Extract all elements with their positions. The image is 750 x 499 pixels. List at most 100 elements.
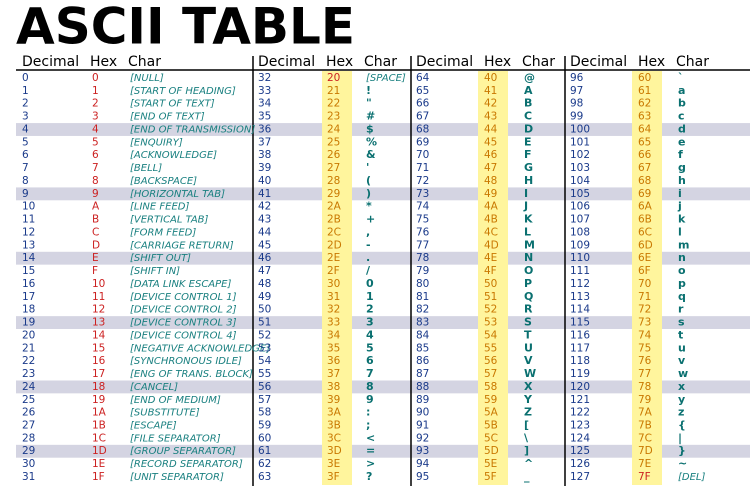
hex: 30 — [327, 278, 340, 290]
char: ; — [366, 418, 370, 431]
char: ^ — [524, 457, 533, 470]
hex: 27 — [327, 162, 340, 174]
decimal: 20 — [22, 329, 35, 341]
decimal: 19 — [22, 317, 35, 329]
char: f — [678, 148, 683, 161]
decimal: 74 — [416, 201, 430, 213]
char: I — [524, 187, 528, 200]
hex: 7 — [92, 162, 99, 174]
hex: 6C — [638, 226, 652, 238]
char: , — [366, 225, 370, 238]
char: b — [678, 97, 686, 110]
hex: 20 — [327, 72, 340, 84]
title: ASCII TABLE — [16, 0, 355, 56]
decimal: 29 — [22, 445, 35, 457]
hex: 66 — [638, 149, 652, 161]
char: F — [524, 148, 532, 161]
hex: 7D — [638, 445, 653, 457]
char: S — [524, 316, 532, 329]
decimal: 31 — [22, 471, 35, 483]
hex: 45 — [484, 136, 497, 148]
decimal: 89 — [416, 394, 429, 406]
decimal: 50 — [258, 304, 271, 316]
decimal: 10 — [22, 201, 35, 213]
char: { — [678, 418, 686, 431]
hex: C — [92, 226, 99, 238]
hex: 5F — [484, 471, 497, 483]
hex: 24 — [327, 123, 341, 135]
hex: 12 — [92, 304, 105, 316]
decimal: 24 — [22, 381, 36, 393]
char: = — [366, 444, 375, 457]
column-header: Hex — [484, 54, 511, 70]
char: [ESCAPE] — [130, 420, 177, 431]
hex: 3 — [92, 111, 99, 123]
hex: 47 — [484, 162, 497, 174]
row-highlight — [16, 187, 750, 201]
hex: 7A — [638, 407, 653, 419]
decimal: 86 — [416, 355, 430, 367]
decimal: 26 — [22, 407, 36, 419]
hex: 67 — [638, 162, 651, 174]
decimal: 13 — [22, 239, 35, 251]
char: ] — [524, 444, 529, 457]
hex-column — [478, 71, 508, 485]
decimal: 103 — [570, 162, 590, 174]
hex-column — [632, 71, 662, 485]
hex: 4B — [484, 214, 498, 226]
row-highlight — [16, 380, 750, 394]
hex: 48 — [484, 175, 497, 187]
hex: 2D — [327, 239, 342, 251]
char: # — [366, 110, 375, 123]
char: h — [678, 174, 686, 187]
decimal: 30 — [22, 458, 35, 470]
char: 8 — [366, 380, 374, 393]
decimal: 117 — [570, 342, 590, 354]
column-header: Decimal — [22, 54, 79, 70]
char: x — [678, 380, 685, 393]
char: [DEVICE CONTROL 2] — [130, 305, 237, 316]
char: P — [524, 277, 532, 290]
hex: 1E — [92, 458, 105, 470]
decimal: 38 — [258, 149, 271, 161]
decimal: 9 — [22, 188, 29, 200]
decimal: 34 — [258, 98, 272, 110]
hex: 74 — [638, 329, 652, 341]
char: ) — [366, 187, 371, 200]
decimal: 25 — [22, 394, 35, 406]
decimal: 3 — [22, 111, 29, 123]
hex: 49 — [484, 188, 497, 200]
char: % — [366, 135, 377, 148]
decimal: 42 — [258, 201, 271, 213]
char: e — [678, 135, 685, 148]
hex: 59 — [484, 394, 497, 406]
decimal: 120 — [570, 381, 590, 393]
row-highlight — [16, 251, 750, 265]
decimal: 62 — [258, 458, 271, 470]
hex: 71 — [638, 291, 651, 303]
char: Q — [524, 290, 533, 303]
hex: 51 — [484, 291, 497, 303]
char: [BELL] — [130, 163, 162, 174]
char: [DATA LINK ESCAPE] — [130, 279, 232, 290]
decimal: 109 — [570, 239, 590, 251]
hex: 1 — [92, 85, 99, 97]
hex: 43 — [484, 111, 497, 123]
decimal: 41 — [258, 188, 271, 200]
decimal: 106 — [570, 201, 590, 213]
char: [START OF HEADING] — [130, 86, 236, 97]
hex: 29 — [327, 188, 340, 200]
decimal: 35 — [258, 111, 271, 123]
decimal: 48 — [258, 278, 271, 290]
hex: 50 — [484, 278, 497, 290]
hex: 35 — [327, 342, 340, 354]
column-header: Char — [522, 54, 555, 70]
hex: 3E — [327, 458, 340, 470]
char: - — [366, 238, 371, 251]
decimal: 61 — [258, 445, 271, 457]
hex: 40 — [484, 72, 497, 84]
decimal: 127 — [570, 471, 590, 483]
decimal: 92 — [416, 432, 429, 444]
hex: 4D — [484, 239, 499, 251]
